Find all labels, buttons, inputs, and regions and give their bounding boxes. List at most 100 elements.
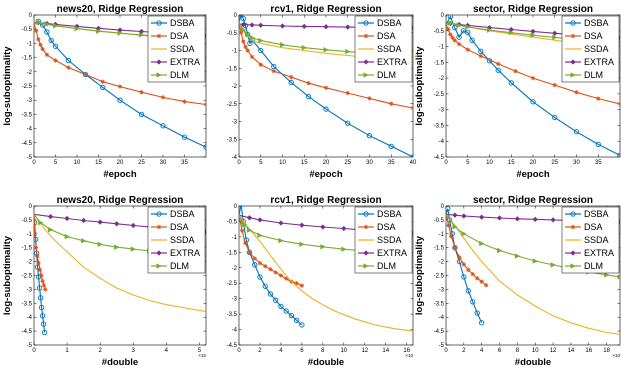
data-point — [294, 317, 300, 323]
data-point — [37, 267, 43, 273]
data-point — [47, 213, 54, 220]
x-tick-label: 10 — [532, 348, 539, 354]
x-tick-label: 10 — [340, 348, 347, 354]
data-point — [552, 114, 558, 121]
data-point — [263, 264, 268, 269]
data-point — [241, 221, 248, 228]
data-point — [448, 32, 453, 37]
y-tick-label: -4.5 — [22, 141, 33, 147]
y-tick-label: -3 — [27, 98, 33, 104]
data-point — [389, 101, 394, 106]
series-dsba — [239, 15, 413, 157]
data-point — [267, 291, 274, 297]
x-tick-label: 1 — [65, 348, 69, 354]
data-point — [117, 30, 123, 36]
x-tick-label: 18 — [603, 348, 610, 354]
data-point — [466, 267, 471, 273]
legend-label-dlm: DLM — [584, 261, 603, 271]
y-tick-label: -0.5 — [434, 29, 445, 35]
data-point — [478, 53, 483, 59]
data-point — [465, 24, 471, 30]
chart-panel-3: sector, Ridge Regression #epoch log-subopt… — [414, 4, 621, 180]
data-point — [550, 217, 556, 223]
data-point — [271, 68, 276, 74]
x-tick-label: 0 — [237, 348, 241, 354]
x-tick-label: 30 — [160, 160, 167, 166]
x-tick-label: 10 — [486, 160, 493, 166]
legend-label-dsba: DSBA — [170, 209, 195, 219]
data-point — [139, 90, 144, 95]
data-point — [289, 74, 294, 80]
y-tick-label: -2 — [232, 84, 238, 90]
data-point — [40, 46, 45, 52]
data-point — [456, 34, 462, 40]
x-tick-label: 16 — [585, 348, 592, 354]
y-tick-label: -3.5 — [227, 312, 238, 318]
y-tick-label: -2.5 — [227, 102, 238, 108]
chart-panel-4: news20, Ridge Regression #double log-subop… — [2, 195, 206, 368]
data-point — [257, 232, 263, 239]
x-tick-label: 12 — [361, 348, 368, 354]
data-point — [97, 241, 104, 248]
y-axis-label: log-suboptimality — [414, 235, 425, 315]
data-point — [341, 225, 347, 232]
legend-marker — [156, 224, 162, 230]
data-point — [44, 29, 50, 35]
data-point — [97, 219, 103, 225]
y-tick-label: -0.5 — [22, 27, 33, 33]
legend-label-ssda: SSDA — [170, 235, 195, 245]
chart-title: news20, Ridge Regression — [57, 195, 184, 206]
y-tick-label: 0 — [441, 204, 445, 210]
data-point — [299, 241, 305, 247]
legend-label-dlm: DLM — [170, 261, 189, 271]
legend-marker — [570, 250, 576, 256]
x-tick-label: 0 — [237, 160, 241, 166]
data-point — [470, 271, 475, 277]
y-tick-label: -0.5 — [227, 219, 238, 225]
y-tick-label: -1 — [232, 49, 238, 55]
data-point — [48, 226, 54, 233]
x-tick-label: 14 — [568, 348, 575, 354]
x-tick-label: 15 — [508, 160, 515, 166]
y-tick-label: -2.5 — [434, 92, 445, 98]
y-tick-label: -2.5 — [22, 274, 33, 280]
legend: DSBA DSA SSDA EXTRA DLM — [561, 206, 620, 274]
x-axis-label: #double — [102, 357, 138, 368]
data-point — [301, 44, 308, 51]
data-point — [483, 283, 489, 288]
y-tick-label: -2 — [232, 266, 238, 272]
y-tick-label: -5 — [439, 343, 445, 349]
data-point — [100, 79, 105, 84]
data-point — [345, 120, 351, 126]
y-tick-label: -1 — [27, 41, 33, 47]
x-tick-label: 25 — [138, 160, 145, 166]
x-axis-label: #double — [515, 357, 551, 368]
data-point — [345, 24, 351, 30]
data-point — [34, 28, 39, 33]
data-point — [65, 57, 72, 64]
data-point — [39, 273, 44, 278]
x-tick-label: 0 — [444, 160, 448, 166]
legend-marker — [156, 72, 162, 78]
data-point — [52, 43, 59, 49]
data-point — [35, 19, 42, 26]
legend-marker — [570, 211, 576, 217]
data-point — [35, 253, 40, 259]
y-tick-label: -4 — [27, 315, 33, 321]
x-tick-label: 25 — [344, 160, 351, 166]
data-point — [475, 276, 480, 281]
data-point — [240, 27, 247, 33]
data-point — [258, 62, 263, 67]
series-ssda — [34, 213, 206, 313]
x-tick-label: 0 — [444, 348, 448, 354]
data-point — [410, 154, 413, 157]
x-tick-label: 30 — [366, 160, 373, 166]
legend-marker — [363, 72, 369, 78]
series-dsa — [34, 23, 206, 107]
y-tick-label: -2.5 — [22, 84, 33, 90]
data-point — [182, 99, 187, 104]
x-axis-exponent: ×10 — [198, 353, 206, 358]
y-tick-label: -0.5 — [434, 218, 445, 224]
data-point — [278, 303, 284, 310]
